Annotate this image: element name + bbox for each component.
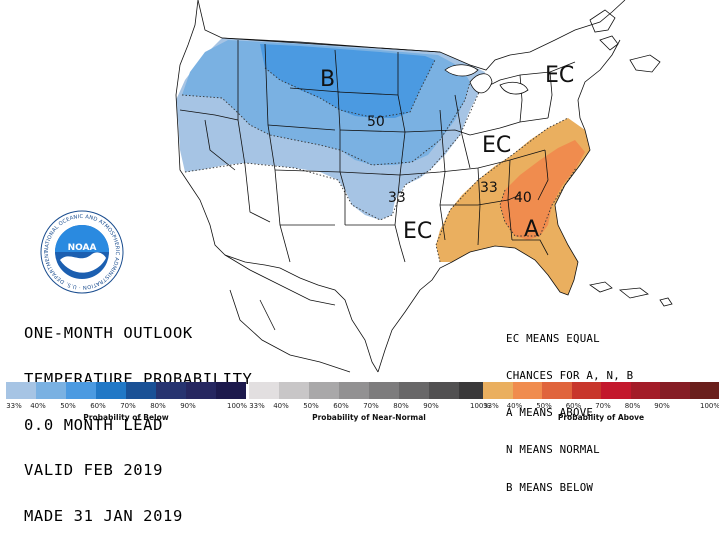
scale-tick-label: 40%: [507, 402, 523, 410]
scale-tick-label: 40%: [30, 402, 46, 410]
legend-line: EC MEANS EQUAL: [506, 333, 633, 345]
scale-tick-label: 80%: [393, 402, 409, 410]
scale-swatch: [126, 382, 156, 399]
scale-swatch: [429, 382, 459, 399]
title-line: VALID FEB 2019: [24, 463, 252, 478]
scale-swatch: [279, 382, 309, 399]
scale-tick-label: 70%: [120, 402, 136, 410]
scale-tick-label: 60%: [566, 402, 582, 410]
contour-label-50: 50: [367, 114, 385, 130]
scale-tick-label: 50%: [536, 402, 552, 410]
scale-tick-label: 70%: [595, 402, 611, 410]
scale-near-normal-swatches: [249, 382, 489, 399]
scale-near-normal: 33%40%50%60%70%80%90%100% Probability of…: [249, 382, 489, 422]
scale-tick-label: 33%: [6, 402, 22, 410]
scale-tick-label: 100%: [700, 402, 719, 410]
scale-tick-label: 40%: [273, 402, 289, 410]
scale-tick-label: 50%: [60, 402, 76, 410]
scale-swatch: [339, 382, 369, 399]
scale-swatch: [156, 382, 186, 399]
scale-above: 33% 40% 50% 60% 70% 80% 90% 100% Probability of…: [483, 382, 719, 422]
ec-label-northeast: EC: [545, 63, 574, 88]
scale-below: 33% 40% 50% 60% 70% 80% 90% 100% Probability of…: [6, 382, 246, 422]
scale-above-label: Probability of Above: [483, 413, 719, 422]
ec-label-central: EC: [482, 133, 511, 158]
title-line: ONE-MONTH OUTLOOK: [24, 326, 252, 341]
scale-tick-label: 60%: [333, 402, 349, 410]
outlook-title-block: ONE-MONTH OUTLOOK TEMPERATURE PROBABILIT…: [24, 296, 252, 554]
legend-line: B MEANS BELOW: [506, 482, 633, 494]
scale-tick-label: 90%: [423, 402, 439, 410]
contour-label-40: 40: [514, 190, 532, 206]
scale-swatch: [601, 382, 631, 399]
scale-swatch: [66, 382, 96, 399]
scale-tick-label: 70%: [363, 402, 379, 410]
scale-below-swatches: [6, 382, 246, 399]
title-line: MADE 31 JAN 2019: [24, 509, 252, 524]
scale-swatch: [249, 382, 279, 399]
scale-tick-label: 80%: [625, 402, 641, 410]
noaa-logo-text: NOAA: [68, 243, 97, 253]
legend-line: N MEANS NORMAL: [506, 444, 633, 456]
scale-swatch: [6, 382, 36, 399]
scale-tick-label: 80%: [150, 402, 166, 410]
scale-swatch: [513, 382, 543, 399]
scale-swatch: [216, 382, 246, 399]
scale-tick-label: 90%: [180, 402, 196, 410]
outlook-map-figure: B A EC EC EC 50 33 33 40 NATIONAL OCEANI…: [0, 0, 719, 422]
scale-swatch: [631, 382, 661, 399]
scale-tick-label: 33%: [483, 402, 499, 410]
contour-label-33-east: 33: [480, 180, 498, 196]
scale-swatch: [369, 382, 399, 399]
scale-swatch: [690, 382, 719, 399]
scale-tick-label: 100%: [227, 402, 247, 410]
scale-tick-label: 33%: [249, 402, 265, 410]
ec-label-south: EC: [403, 219, 432, 244]
scale-swatch: [36, 382, 66, 399]
legend-line: CHANCES FOR A, N, B: [506, 370, 633, 382]
scale-above-swatches: [483, 382, 719, 399]
scale-near-normal-label: Probability of Near-Normal: [249, 413, 489, 422]
contour-label-33-west: 33: [388, 190, 406, 206]
scale-tick-label: 50%: [303, 402, 319, 410]
scale-swatch: [309, 382, 339, 399]
above-label: A: [524, 217, 539, 242]
scale-swatch: [542, 382, 572, 399]
scale-below-ticks: 33% 40% 50% 60% 70% 80% 90% 100%: [6, 402, 246, 412]
scale-tick-label: 60%: [90, 402, 106, 410]
scale-swatch: [96, 382, 126, 399]
scale-above-ticks: 33% 40% 50% 60% 70% 80% 90% 100%: [483, 402, 719, 412]
scale-tick-label: 90%: [654, 402, 670, 410]
scale-below-label: Probability of Below: [6, 413, 246, 422]
noaa-logo: NATIONAL OCEANIC AND ATMOSPHERIC ADMINIS…: [40, 210, 124, 294]
scale-near-normal-ticks: 33%40%50%60%70%80%90%100%: [249, 402, 489, 412]
scale-swatch: [186, 382, 216, 399]
scale-swatch: [399, 382, 429, 399]
scale-swatch: [660, 382, 690, 399]
scale-swatch: [572, 382, 602, 399]
below-label: B: [320, 67, 335, 92]
scale-swatch: [483, 382, 513, 399]
